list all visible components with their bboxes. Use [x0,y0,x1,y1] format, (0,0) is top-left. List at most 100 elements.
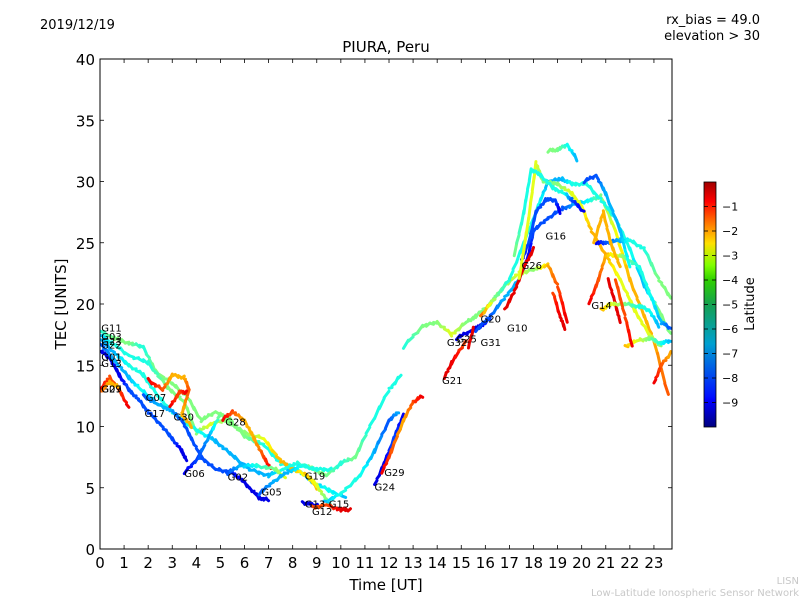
trace-segment [653,305,660,317]
x-tick-label: 16 [476,554,495,572]
trace-segment [335,460,343,470]
trace-segment [613,254,620,262]
satellite-label: G23 [101,337,121,348]
x-tick-label: 23 [644,554,663,572]
x-tick-label: 22 [620,554,639,572]
trace-segment [270,452,278,461]
trace-segment [587,296,593,306]
trace-segment [644,335,651,342]
trace-segment [603,219,609,229]
trace-segment [525,179,531,191]
trace-segment [570,181,578,187]
trace-segment [192,405,200,417]
trace-segment [485,315,492,321]
trace-segment [308,466,315,470]
trace-segment [245,424,251,430]
colorbar-tick-label: −9 [722,397,738,410]
y-axis-label: TEC [UNITS] [52,259,70,351]
trace-segment [149,399,156,404]
trace-segment [107,340,114,344]
trace-segment [216,413,222,420]
trace-segment [579,208,586,213]
trace-segment [622,287,629,295]
trace-G12 [310,502,352,513]
trace-G30b [599,301,661,329]
trace-segment [597,218,603,229]
trace-segment [594,240,601,246]
x-tick-label: 14 [428,554,447,572]
trace-segment [203,414,210,421]
trace-G32 [401,262,569,350]
trace-segment [539,221,546,225]
trace-segment [635,243,643,248]
trace-segment [659,366,667,384]
trace-segment [428,321,436,326]
trace-segment [109,348,116,354]
trace-segment [162,405,169,410]
trace-segment [279,472,286,479]
trace-segment [382,389,391,400]
trace-segment [221,469,228,473]
trace-G21 [442,339,468,381]
trace-segment [608,285,614,292]
trace-segment [510,274,517,282]
trace-segment [342,459,350,463]
trace-segment [373,479,379,487]
trace-segment [486,300,493,309]
trace-segment [551,291,557,298]
trace-segment [557,176,564,182]
colorbar-tick-label: −8 [722,372,738,385]
x-tick-label: 1 [119,554,129,572]
trace-segment [180,419,186,426]
y-tick-label: 35 [76,112,95,130]
trace-segment [616,313,621,318]
trace-segment [623,316,629,324]
x-tick-label: 17 [500,554,519,572]
trace-segment [130,378,137,386]
trace-segment [568,196,574,202]
trace-segment [453,349,461,360]
trace-G14 [587,252,672,330]
colorbar-ticks: −1 −2 −3 −4 −5 −6 −7 −8 −9 [704,201,738,410]
trace-segment [182,467,190,476]
satellite-label: G15 [329,500,349,511]
trace-segment [595,195,603,200]
trace-segment [548,180,556,186]
trace-segment [418,394,425,399]
trace-segment [666,339,672,343]
footer-org-long: Low-Latitude Ionospheric Sensor Network [591,588,799,599]
trace-G26 [519,196,562,262]
trace-segment [199,430,207,437]
trace-segment [409,401,415,408]
trace-segment [109,335,116,340]
satellite-label: G11 [101,323,121,334]
trace-segment [183,456,189,463]
trace-segment [303,471,310,478]
x-tick-label: 8 [288,554,298,572]
trace-segment [653,271,661,280]
rx-bias-label: rx_bias = 49.0 [666,13,760,28]
trace-segment [173,441,179,446]
trace-segment [292,462,299,466]
trace-segment [527,234,533,244]
trace-segment [557,206,562,216]
trace-segment [510,291,516,297]
y-tick-label: 40 [76,51,95,69]
trace-segment [274,455,283,461]
trace-segment [654,319,661,329]
trace-segment [182,416,189,422]
trace-segment [158,423,165,429]
trace-segment [650,261,657,275]
trace-segment [178,397,186,404]
trace-segment [214,410,221,416]
trace-segment [270,470,278,476]
x-axis-label: Time [UT] [348,576,422,594]
trace-segment [524,189,529,203]
trace-segment [145,378,153,388]
trace-segment [604,190,611,206]
colorbar-tick-label: −5 [722,299,738,312]
satellite-label: G21 [442,376,462,387]
x-tick-label: 6 [240,554,250,572]
trace-segment [380,465,386,475]
trace-segment [525,241,531,249]
